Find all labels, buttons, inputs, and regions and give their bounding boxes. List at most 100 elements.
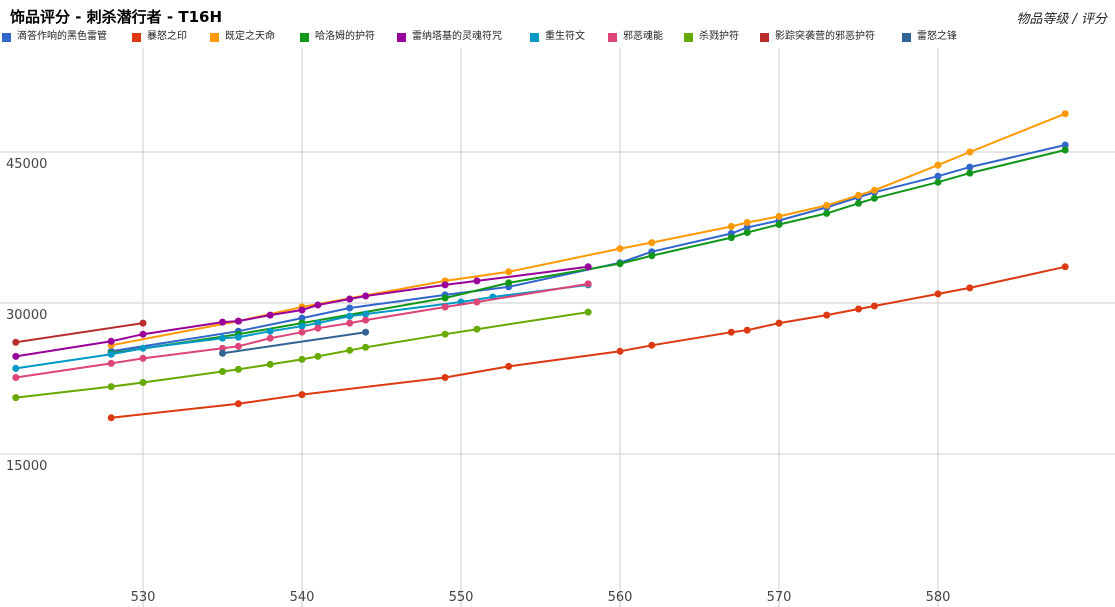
data-point[interactable] xyxy=(12,364,20,372)
data-point[interactable] xyxy=(870,302,878,310)
legend-item[interactable]: 雷怒之锋 xyxy=(902,29,957,45)
data-point[interactable] xyxy=(743,219,751,226)
legend-item[interactable]: 既定之天命 xyxy=(210,29,275,45)
data-point[interactable] xyxy=(505,362,513,370)
data-point[interactable] xyxy=(441,294,449,302)
data-point[interactable] xyxy=(1061,146,1069,154)
data-point[interactable] xyxy=(12,374,20,381)
data-point[interactable] xyxy=(234,342,242,350)
data-point[interactable] xyxy=(473,298,481,306)
data-point[interactable] xyxy=(934,178,942,186)
data-point[interactable] xyxy=(346,304,354,312)
data-point[interactable] xyxy=(139,354,147,362)
data-point[interactable] xyxy=(346,319,354,327)
data-point[interactable] xyxy=(346,346,354,354)
data-point[interactable] xyxy=(648,252,656,260)
data-point[interactable] xyxy=(855,199,862,207)
data-point[interactable] xyxy=(298,322,306,330)
data-point[interactable] xyxy=(346,295,354,303)
data-point[interactable] xyxy=(107,359,115,367)
data-point[interactable] xyxy=(584,308,592,316)
data-point[interactable] xyxy=(139,379,147,386)
data-point[interactable] xyxy=(219,344,226,352)
data-point[interactable] xyxy=(219,318,226,326)
legend-item[interactable]: 哈洛姆的护符 xyxy=(300,29,375,45)
data-point[interactable] xyxy=(441,303,449,311)
data-point[interactable] xyxy=(314,352,322,360)
data-point[interactable] xyxy=(870,186,878,194)
data-point[interactable] xyxy=(1061,110,1069,118)
data-point[interactable] xyxy=(934,172,942,180)
data-point[interactable] xyxy=(314,324,322,332)
data-point[interactable] xyxy=(139,330,147,338)
data-point[interactable] xyxy=(107,383,115,391)
data-point[interactable] xyxy=(584,263,592,271)
data-point[interactable] xyxy=(298,328,306,336)
data-point[interactable] xyxy=(505,279,513,287)
data-point[interactable] xyxy=(219,349,226,357)
legend-item[interactable]: 雷纳塔基的灵魂符咒 xyxy=(397,29,502,45)
data-point[interactable] xyxy=(219,368,226,375)
data-point[interactable] xyxy=(934,161,942,169)
data-point[interactable] xyxy=(616,245,624,253)
data-point[interactable] xyxy=(743,224,751,231)
data-point[interactable] xyxy=(12,394,20,402)
data-point[interactable] xyxy=(775,221,783,228)
data-point[interactable] xyxy=(107,414,115,422)
data-point[interactable] xyxy=(362,310,370,318)
data-point[interactable] xyxy=(823,209,831,217)
legend-item[interactable]: 重生符文 xyxy=(530,29,585,45)
data-point[interactable] xyxy=(362,316,370,324)
legend-item[interactable]: 滴答作响的黑色雷管 xyxy=(2,29,107,45)
data-point[interactable] xyxy=(234,333,242,341)
data-point[interactable] xyxy=(441,281,449,289)
data-point[interactable] xyxy=(775,212,783,220)
data-point[interactable] xyxy=(266,311,274,319)
data-point[interactable] xyxy=(870,194,878,202)
data-point[interactable] xyxy=(139,319,147,327)
data-point[interactable] xyxy=(616,260,624,268)
data-point[interactable] xyxy=(473,325,481,333)
data-point[interactable] xyxy=(966,169,974,177)
data-point[interactable] xyxy=(727,234,735,242)
data-point[interactable] xyxy=(139,344,147,352)
data-point[interactable] xyxy=(314,301,322,309)
data-point[interactable] xyxy=(775,319,783,327)
data-point[interactable] xyxy=(473,277,481,285)
data-point[interactable] xyxy=(648,341,656,349)
data-point[interactable] xyxy=(234,400,242,408)
data-point[interactable] xyxy=(234,365,242,373)
data-point[interactable] xyxy=(1061,141,1069,149)
data-point[interactable] xyxy=(1061,263,1069,271)
data-point[interactable] xyxy=(727,328,735,336)
legend-item[interactable]: 暴怒之印 xyxy=(132,29,187,45)
data-point[interactable] xyxy=(266,327,274,335)
data-point[interactable] xyxy=(505,268,513,276)
data-point[interactable] xyxy=(823,311,831,319)
data-point[interactable] xyxy=(107,350,115,358)
data-point[interactable] xyxy=(234,317,242,325)
data-point[interactable] xyxy=(648,239,656,247)
data-point[interactable] xyxy=(266,360,274,368)
data-point[interactable] xyxy=(298,306,306,314)
data-point[interactable] xyxy=(855,191,862,199)
data-point[interactable] xyxy=(362,343,370,351)
data-point[interactable] xyxy=(966,148,974,156)
data-point[interactable] xyxy=(743,326,751,334)
data-point[interactable] xyxy=(362,328,370,336)
data-point[interactable] xyxy=(441,374,449,381)
data-point[interactable] xyxy=(966,284,974,292)
data-point[interactable] xyxy=(266,334,274,342)
legend-item[interactable]: 邪恶魂能 xyxy=(608,29,663,45)
data-point[interactable] xyxy=(441,330,449,338)
data-point[interactable] xyxy=(727,223,735,230)
data-point[interactable] xyxy=(12,352,20,360)
data-point[interactable] xyxy=(12,338,20,346)
data-point[interactable] xyxy=(743,229,751,236)
data-point[interactable] xyxy=(362,292,370,300)
data-point[interactable] xyxy=(346,312,354,320)
data-point[interactable] xyxy=(219,334,226,342)
data-point[interactable] xyxy=(298,391,306,399)
data-point[interactable] xyxy=(855,305,862,313)
data-point[interactable] xyxy=(616,347,624,355)
